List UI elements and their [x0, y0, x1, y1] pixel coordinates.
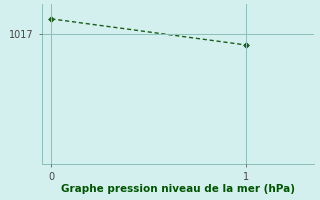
X-axis label: Graphe pression niveau de la mer (hPa): Graphe pression niveau de la mer (hPa): [60, 184, 295, 194]
